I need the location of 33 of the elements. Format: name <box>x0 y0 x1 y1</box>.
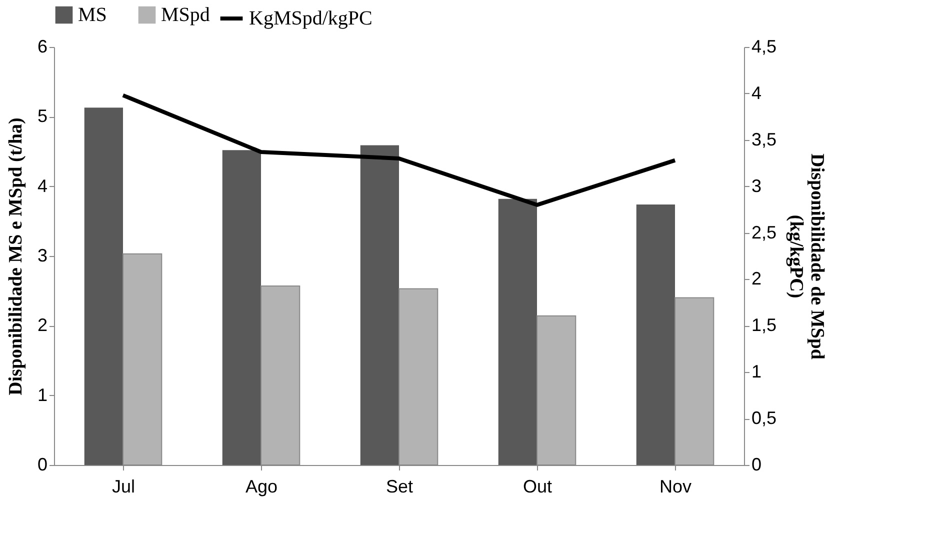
x-tick-label: Nov <box>659 476 692 496</box>
legend-label: MSpd <box>161 4 210 26</box>
y2-tick-label: 4,5 <box>752 36 777 56</box>
y-tick-label: 0 <box>37 454 48 474</box>
y2-axis-title: Disponibilidade de MSpd (kg/kgPC) <box>786 154 828 360</box>
y-tick-label: 1 <box>37 384 48 405</box>
y-tick-label: 3 <box>37 246 48 266</box>
y-axis-title: Disponibilidade MS e MSpd (t/ha) <box>5 118 26 396</box>
bar <box>498 198 537 465</box>
bar <box>636 204 675 465</box>
y2-tick-label: 0,5 <box>752 408 777 428</box>
y2-tick-label: 1 <box>752 362 762 382</box>
y2-tick-label: 3 <box>752 176 762 196</box>
y2-tick-label: 0 <box>752 454 762 474</box>
x-tick-label: Jul <box>112 476 136 496</box>
y-tick-label: 5 <box>37 106 48 126</box>
y-tick-label: 6 <box>37 36 48 56</box>
y2-tick-label: 2,5 <box>752 222 777 242</box>
y2-tick-label: 3,5 <box>752 129 777 150</box>
x-tick-label: Set <box>386 476 414 496</box>
y2-tick-label: 4 <box>752 82 762 103</box>
y-tick-label: 2 <box>37 315 48 336</box>
y2-tick-label: 1,5 <box>752 315 777 336</box>
legend-label: MS <box>78 4 107 26</box>
y2-tick-label: 2 <box>752 268 762 289</box>
bar <box>360 145 399 465</box>
line-series <box>121 93 677 207</box>
legend-label: KgMSpd/kgPC <box>249 8 372 30</box>
x-tick-label: Ago <box>245 476 278 496</box>
bar <box>84 108 123 465</box>
bar <box>222 150 261 465</box>
y-tick-label: 4 <box>37 176 48 196</box>
x-tick-label: Out <box>522 476 552 496</box>
